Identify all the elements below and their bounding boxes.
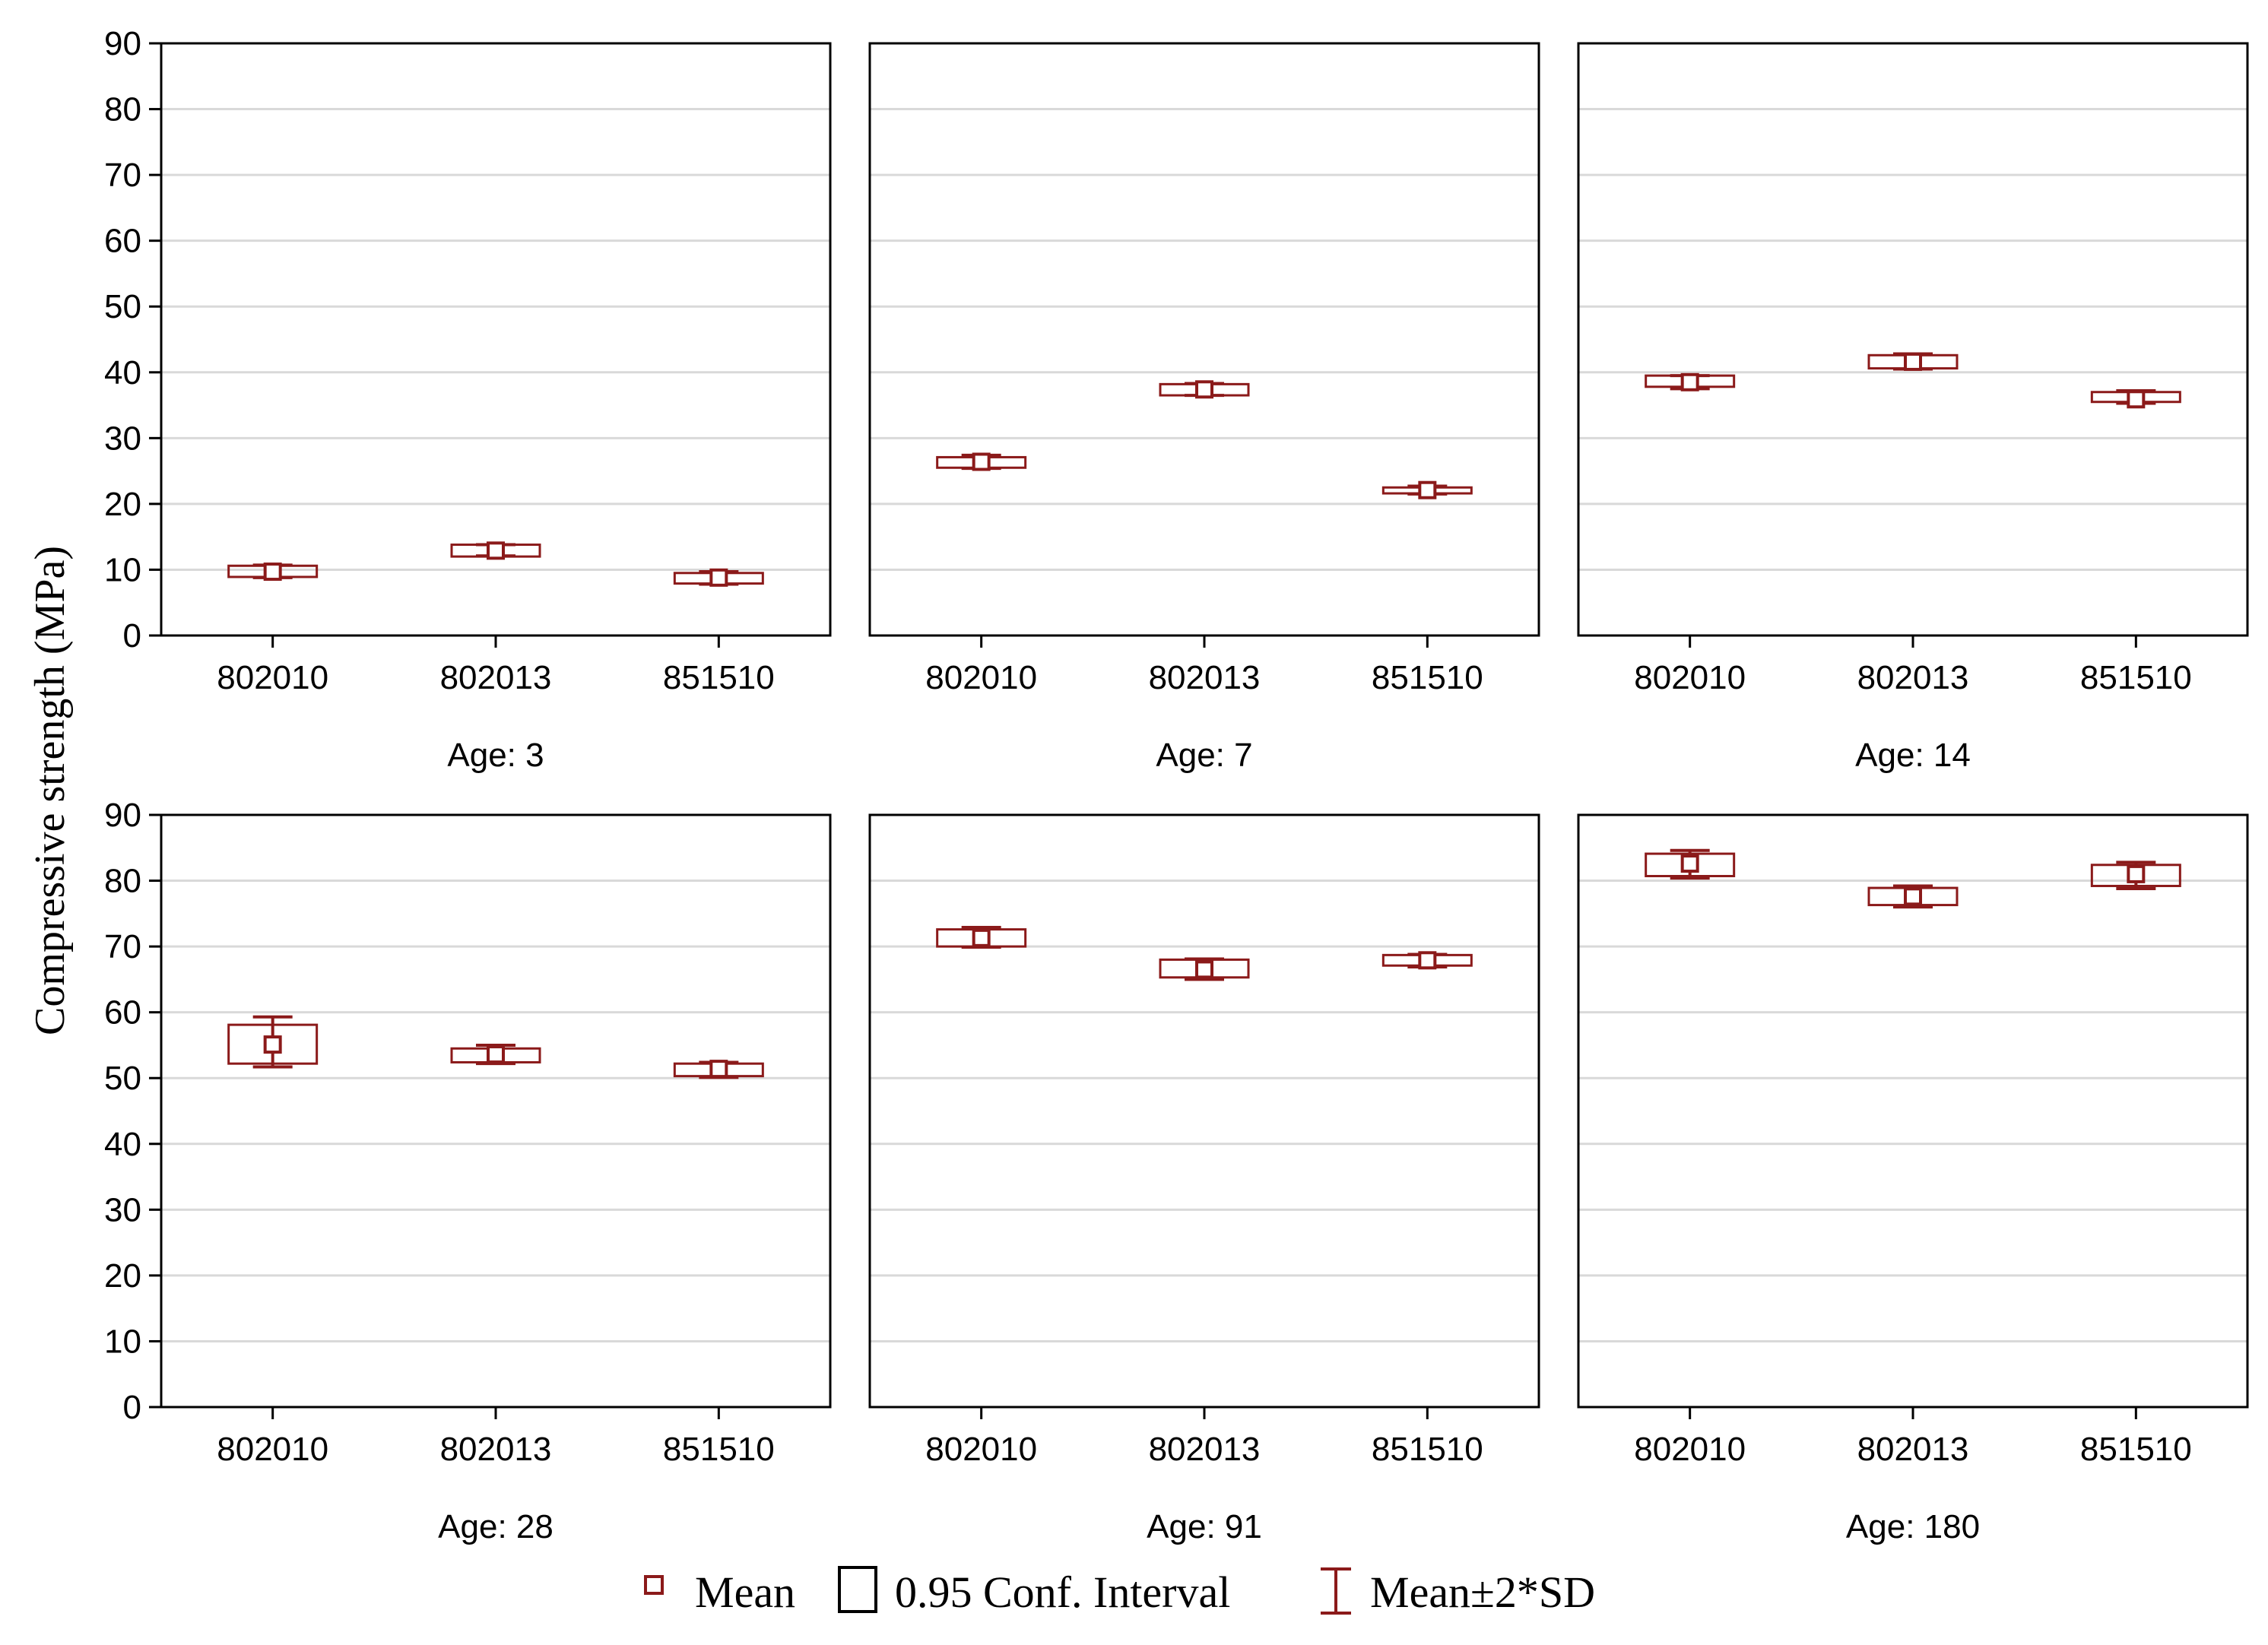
mean-marker [972, 928, 991, 947]
plot-frame [868, 813, 1540, 1409]
legend-mean-marker [644, 1575, 664, 1595]
y-tick-label: 70 [104, 157, 141, 194]
plot-frame [1577, 42, 2249, 637]
y-tick-label: 30 [104, 1191, 141, 1228]
y-tick-label: 10 [104, 551, 141, 588]
x-tick-label: 851510 [2080, 1431, 2192, 1468]
mean-marker [1418, 951, 1437, 970]
panel-label: Age: 91 [1147, 1508, 1262, 1545]
y-tick-label: 10 [104, 1323, 141, 1360]
x-tick-label: 802013 [1149, 1431, 1261, 1468]
mean-marker [2127, 864, 2146, 883]
y-axis-label: Compressive strength (MPa) [27, 546, 74, 1035]
x-tick-label: 851510 [1372, 1431, 1483, 1468]
mean-marker [2127, 390, 2146, 409]
legend-sd-marker [1321, 1567, 1351, 1615]
mean-marker [1195, 380, 1213, 399]
y-tick-label: 50 [104, 288, 141, 325]
plot-frame [868, 42, 1540, 637]
x-tick-label: 851510 [663, 659, 775, 696]
x-tick-label: 802013 [440, 659, 552, 696]
y-tick-label: 40 [104, 354, 141, 391]
panel-1: 0 10 20 30 40 50 60 70 80 90 802010 802013 851510 Age… [104, 25, 832, 774]
y-tick-label: 40 [104, 1126, 141, 1163]
legend-mean-label: Mean [695, 1567, 795, 1617]
ci-box [1645, 852, 1736, 877]
mean-marker [1680, 372, 1699, 391]
panel-4: 0 10 20 30 40 50 60 70 80 90 802010 802013 851510 Age… [104, 797, 832, 1545]
x-tick-label: 851510 [663, 1431, 775, 1468]
legend-ci-label: 0.95 Conf. Interval [895, 1567, 1230, 1617]
y-tick-label: 90 [104, 25, 141, 62]
x-tick-label: 802010 [925, 1431, 1037, 1468]
mean-marker [263, 563, 282, 582]
panel-3: 802010 802013 851510 Age: 14 [1577, 42, 2249, 774]
legend-sd-label: Mean±2*SD [1370, 1567, 1595, 1617]
mean-marker [972, 452, 991, 471]
y-tick-label: 80 [104, 863, 141, 900]
panel-label: Age: 180 [1846, 1508, 1980, 1545]
y-tick-label: 60 [104, 223, 141, 260]
mean-marker [1904, 887, 1922, 906]
x-tick-label: 802010 [1634, 659, 1746, 696]
y-tick-label: 0 [123, 1389, 141, 1426]
x-tick-label: 802013 [1857, 1431, 1969, 1468]
x-tick-label: 802013 [440, 1431, 552, 1468]
mean-marker [1904, 352, 1922, 371]
panel-label: Age: 14 [1855, 737, 1971, 774]
panel-2: 802010 802013 851510 Age: 7 [868, 42, 1540, 774]
y-tick-label: 60 [104, 994, 141, 1032]
y-tick-label: 50 [104, 1060, 141, 1097]
y-tick-label: 70 [104, 928, 141, 965]
panel-6: 802010 802013 851510 Age: 180 [1577, 813, 2249, 1545]
y-tick-label: 20 [104, 1257, 141, 1295]
mean-marker [487, 541, 505, 560]
legend: Mean 0.95 Conf. Interval Mean±2*SD [644, 1566, 1595, 1617]
mean-marker [709, 568, 728, 587]
x-tick-label: 851510 [2080, 659, 2192, 696]
y-tick-label: 90 [104, 797, 141, 834]
panel-label: Age: 3 [447, 737, 544, 774]
mean-marker [1418, 480, 1437, 499]
x-tick-label: 802010 [1634, 1431, 1746, 1468]
plot-frame [160, 813, 832, 1409]
mean-marker [1195, 960, 1213, 979]
panel-label: Age: 28 [438, 1508, 554, 1545]
mean-marker [709, 1060, 728, 1079]
y-tick-label: 80 [104, 91, 141, 128]
y-tick-label: 30 [104, 420, 141, 457]
x-tick-label: 802010 [217, 1431, 328, 1468]
x-tick-label: 802010 [925, 659, 1037, 696]
panel-label: Age: 7 [1156, 737, 1252, 774]
mean-marker [263, 1035, 282, 1054]
x-tick-label: 802013 [1857, 659, 1969, 696]
y-tick-label: 20 [104, 486, 141, 523]
ci-box [2090, 864, 2181, 887]
x-tick-label: 851510 [1372, 659, 1483, 696]
x-tick-label: 802010 [217, 659, 328, 696]
panel-5: 802010 802013 851510 Age: 91 [868, 813, 1540, 1545]
mean-marker [487, 1045, 505, 1064]
legend-ci-marker [838, 1566, 877, 1613]
mean-marker [1680, 854, 1699, 873]
y-tick-label: 0 [123, 617, 141, 655]
x-tick-label: 802013 [1149, 659, 1261, 696]
ci-box [227, 1023, 319, 1065]
